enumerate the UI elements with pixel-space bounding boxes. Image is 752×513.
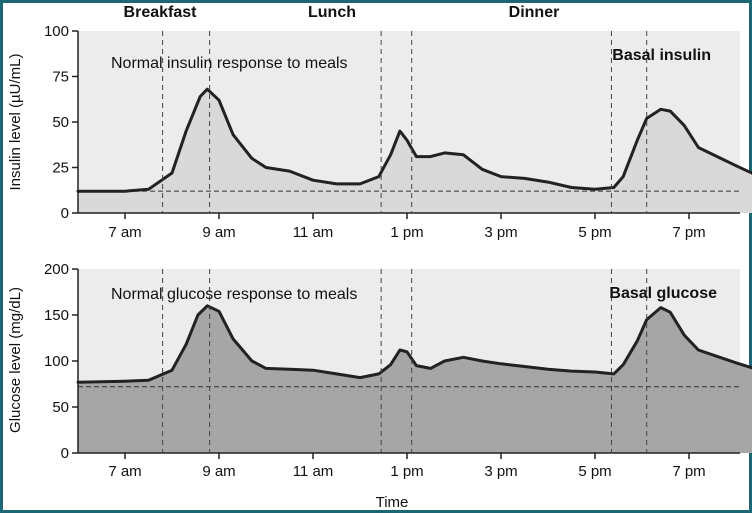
glucose-plot: 0 50 100 150 200 7 am 9 am 11 am 1 pm 3 pm 5 pm 7 p… xyxy=(44,261,752,480)
insulin-y-tick-label: 25 xyxy=(52,160,69,177)
insulin-annotation: Normal insulin response to meals xyxy=(111,55,348,72)
glucose-x-tick-label: 7 am xyxy=(108,463,141,480)
insulin-y-tick-label: 75 xyxy=(52,69,69,86)
meal-lines xyxy=(162,31,648,453)
meal-label-lunch: Lunch xyxy=(308,4,356,21)
insulin-x-tick-label: 3 pm xyxy=(484,224,517,241)
insulin-x-tick-label: 7 am xyxy=(108,224,141,241)
insulin-x-tick-label: 7 pm xyxy=(672,224,705,241)
glucose-y-tick-label: 200 xyxy=(44,261,69,278)
insulin-y-tick-label: 0 xyxy=(61,205,69,222)
basal-insulin-label: Basal insulin xyxy=(612,47,711,64)
insulin-area-fill xyxy=(78,89,752,213)
glucose-x-tick-label: 9 am xyxy=(202,463,235,480)
glucose-y-tick-label: 100 xyxy=(44,353,69,370)
x-axis-label: Time xyxy=(376,494,409,511)
insulin-curve xyxy=(76,87,752,193)
insulin-y-tick-label: 100 xyxy=(44,23,69,40)
glucose-x-tick-label: 3 pm xyxy=(484,463,517,480)
insulin-x-tick-label: 5 pm xyxy=(578,224,611,241)
glucose-x-tick-label: 7 pm xyxy=(672,463,705,480)
glucose-y-tick-label: 50 xyxy=(52,399,69,416)
basal-glucose-label: Basal glucose xyxy=(609,285,717,302)
insulin-y-tick-label: 50 xyxy=(52,114,69,131)
insulin-y-axis-label: Insulin level (µU/mL) xyxy=(7,53,24,190)
insulin-x-tick-label: 1 pm xyxy=(390,224,423,241)
glucose-curve xyxy=(76,304,752,384)
meal-label-dinner: Dinner xyxy=(509,4,560,21)
glucose-annotation: Normal glucose response to meals xyxy=(111,286,357,303)
glucose-x-tick-label: 5 pm xyxy=(578,463,611,480)
insulin-x-tick-label: 9 am xyxy=(202,224,235,241)
glucose-x-tick-label: 11 am xyxy=(293,463,334,480)
glucose-y-tick-label: 150 xyxy=(44,307,69,324)
meal-label-breakfast: Breakfast xyxy=(124,4,198,21)
insulin-x-tick-label: 11 am xyxy=(293,224,334,241)
glucose-y-tick-label: 0 xyxy=(61,445,69,462)
glucose-y-axis-label: Glucose level (mg/dL) xyxy=(7,287,24,433)
glucose-x-tick-label: 1 pm xyxy=(390,463,423,480)
glucose-area-fill xyxy=(78,305,752,453)
